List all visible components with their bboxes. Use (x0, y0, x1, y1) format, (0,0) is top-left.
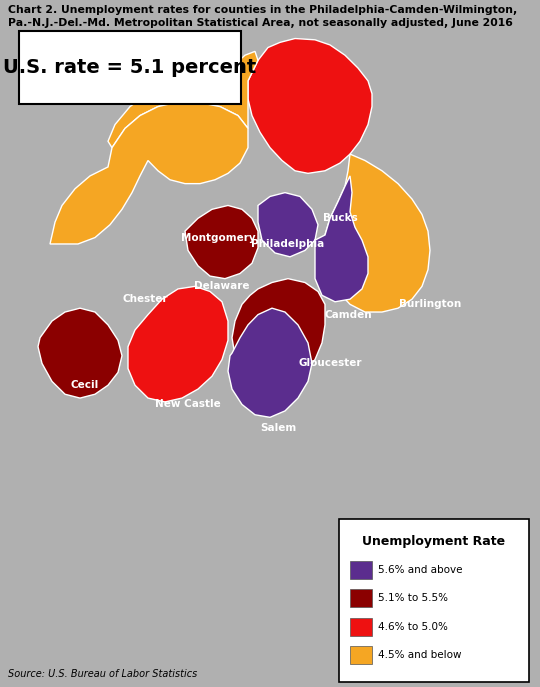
Polygon shape (315, 176, 368, 302)
Text: Montgomery: Montgomery (181, 233, 255, 243)
Text: 4.6% to 5.0%: 4.6% to 5.0% (378, 622, 448, 631)
Polygon shape (258, 192, 318, 257)
Text: 5.6% and above: 5.6% and above (378, 565, 462, 575)
FancyBboxPatch shape (339, 519, 529, 682)
Polygon shape (232, 279, 325, 385)
Text: Delaware: Delaware (194, 282, 249, 291)
Text: Source: U.S. Bureau of Labor Statistics: Source: U.S. Bureau of Labor Statistics (8, 668, 197, 679)
Text: Bucks: Bucks (322, 213, 357, 223)
Bar (350, 646, 372, 664)
Text: Cecil: Cecil (71, 380, 99, 390)
Text: 4.5% and below: 4.5% and below (378, 650, 462, 660)
Text: Chart 2. Unemployment rates for counties in the Philadelphia-Camden-Wilmington,
: Chart 2. Unemployment rates for counties… (8, 5, 517, 28)
FancyBboxPatch shape (19, 31, 241, 104)
Text: Chester: Chester (122, 294, 168, 304)
Polygon shape (248, 38, 372, 173)
Text: Salem: Salem (260, 423, 296, 433)
Text: Philadelphia: Philadelphia (252, 239, 325, 249)
Bar (350, 589, 372, 607)
Polygon shape (38, 308, 122, 398)
Polygon shape (228, 308, 312, 417)
Text: Burlington: Burlington (399, 300, 461, 309)
Polygon shape (108, 52, 258, 148)
Polygon shape (50, 103, 248, 244)
Text: U.S. rate = 5.1 percent: U.S. rate = 5.1 percent (3, 58, 256, 77)
Polygon shape (325, 154, 430, 312)
Text: 5.1% to 5.5%: 5.1% to 5.5% (378, 594, 448, 603)
Text: Unemployment Rate: Unemployment Rate (362, 535, 505, 548)
Polygon shape (128, 286, 228, 402)
Text: New Castle: New Castle (155, 400, 221, 409)
Polygon shape (185, 205, 258, 279)
Text: Camden: Camden (324, 310, 372, 319)
Bar (350, 561, 372, 579)
Text: Gloucester: Gloucester (298, 359, 362, 368)
Bar (350, 618, 372, 635)
